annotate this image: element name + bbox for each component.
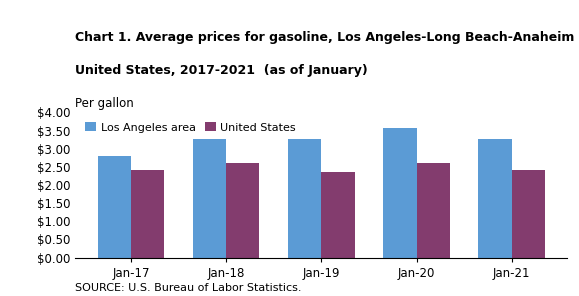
Bar <box>512 170 545 258</box>
Text: United States, 2017-2021  (as of January): United States, 2017-2021 (as of January) <box>75 64 368 77</box>
Bar <box>226 163 259 258</box>
Bar <box>383 128 416 258</box>
Legend: Los Angeles area, United States: Los Angeles area, United States <box>81 118 301 137</box>
Bar <box>478 139 512 258</box>
Text: Per gallon: Per gallon <box>75 96 134 110</box>
Text: Chart 1. Average prices for gasoline, Los Angeles-Long Beach-Anaheim and the: Chart 1. Average prices for gasoline, Lo… <box>75 31 579 44</box>
Bar <box>288 139 321 258</box>
Bar <box>193 139 226 258</box>
Bar <box>416 163 450 258</box>
Text: SOURCE: U.S. Bureau of Labor Statistics.: SOURCE: U.S. Bureau of Labor Statistics. <box>75 283 302 293</box>
Bar <box>131 170 164 258</box>
Bar <box>321 172 355 258</box>
Bar <box>98 156 131 258</box>
